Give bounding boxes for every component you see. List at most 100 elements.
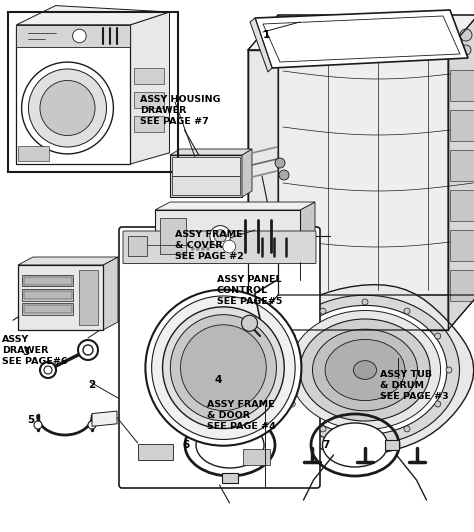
Ellipse shape xyxy=(325,339,405,401)
Circle shape xyxy=(223,240,236,253)
Polygon shape xyxy=(17,6,170,25)
Ellipse shape xyxy=(199,331,227,349)
Bar xyxy=(137,444,173,460)
Polygon shape xyxy=(170,149,252,155)
Ellipse shape xyxy=(199,375,227,393)
Circle shape xyxy=(163,307,284,429)
Bar xyxy=(222,473,238,483)
Bar xyxy=(18,146,49,161)
Circle shape xyxy=(40,362,56,378)
Bar xyxy=(172,176,240,195)
Polygon shape xyxy=(92,411,117,426)
Text: 3: 3 xyxy=(22,347,29,357)
Text: ASSY TUB
& DRUM
SEE PAGE #3: ASSY TUB & DRUM SEE PAGE #3 xyxy=(380,370,448,401)
Bar xyxy=(450,110,474,141)
Ellipse shape xyxy=(199,353,227,371)
Text: 7: 7 xyxy=(322,440,329,450)
Circle shape xyxy=(206,247,210,251)
Polygon shape xyxy=(248,15,278,330)
Bar xyxy=(172,157,240,176)
Bar xyxy=(128,236,147,255)
Circle shape xyxy=(88,421,96,429)
Polygon shape xyxy=(248,295,474,330)
Bar xyxy=(450,230,474,261)
Circle shape xyxy=(279,170,289,180)
Text: 4: 4 xyxy=(215,375,222,385)
Ellipse shape xyxy=(283,305,447,435)
Polygon shape xyxy=(250,18,272,72)
Ellipse shape xyxy=(169,378,187,389)
FancyBboxPatch shape xyxy=(123,231,316,263)
Polygon shape xyxy=(448,15,474,330)
Circle shape xyxy=(404,308,410,314)
Circle shape xyxy=(83,345,93,355)
Text: ASSY
DRAWER
SEE PAGE#6: ASSY DRAWER SEE PAGE#6 xyxy=(2,335,67,366)
Bar xyxy=(385,440,399,450)
Ellipse shape xyxy=(164,375,192,393)
Circle shape xyxy=(241,315,257,331)
Circle shape xyxy=(181,325,266,411)
Ellipse shape xyxy=(204,356,222,368)
Circle shape xyxy=(210,226,231,246)
Circle shape xyxy=(152,296,295,439)
Circle shape xyxy=(404,426,410,432)
Bar xyxy=(134,92,164,108)
FancyBboxPatch shape xyxy=(119,227,320,488)
Circle shape xyxy=(146,290,301,446)
Ellipse shape xyxy=(271,295,459,445)
Text: 2: 2 xyxy=(88,380,95,390)
Ellipse shape xyxy=(290,311,441,429)
Polygon shape xyxy=(300,202,315,262)
Polygon shape xyxy=(256,285,474,455)
Bar xyxy=(450,270,474,301)
Text: 5: 5 xyxy=(27,415,34,425)
Bar xyxy=(24,277,72,285)
Circle shape xyxy=(170,314,276,421)
Text: ASSY FRAME
& COVER
SEE PAGE #2: ASSY FRAME & COVER SEE PAGE #2 xyxy=(175,230,244,261)
Bar xyxy=(134,116,164,132)
Bar xyxy=(22,289,73,301)
Ellipse shape xyxy=(204,378,222,389)
Circle shape xyxy=(446,367,452,373)
Polygon shape xyxy=(130,12,170,164)
Circle shape xyxy=(196,247,199,251)
Circle shape xyxy=(460,29,472,41)
Circle shape xyxy=(214,230,227,242)
Ellipse shape xyxy=(204,335,222,345)
Circle shape xyxy=(362,299,368,305)
Bar xyxy=(450,190,474,221)
Ellipse shape xyxy=(300,319,430,421)
Polygon shape xyxy=(242,149,252,197)
Circle shape xyxy=(435,401,441,407)
Polygon shape xyxy=(278,15,474,295)
Ellipse shape xyxy=(196,422,264,468)
Polygon shape xyxy=(155,254,315,262)
Bar xyxy=(450,150,474,181)
Polygon shape xyxy=(18,265,103,330)
Ellipse shape xyxy=(322,423,388,467)
Bar xyxy=(160,218,186,254)
Bar xyxy=(450,70,474,101)
Ellipse shape xyxy=(169,356,187,368)
Circle shape xyxy=(435,333,441,339)
Bar xyxy=(22,275,73,286)
Text: ASSY PANEL
CONTROL
SEE PAGE#5: ASSY PANEL CONTROL SEE PAGE#5 xyxy=(217,275,283,306)
Bar xyxy=(134,68,164,84)
Polygon shape xyxy=(255,10,468,68)
Circle shape xyxy=(461,45,471,55)
Circle shape xyxy=(78,340,98,360)
Ellipse shape xyxy=(354,361,376,379)
Circle shape xyxy=(22,62,113,154)
Circle shape xyxy=(320,426,326,432)
Ellipse shape xyxy=(169,335,187,345)
Ellipse shape xyxy=(164,331,192,349)
Ellipse shape xyxy=(312,329,418,411)
Circle shape xyxy=(362,435,368,441)
Text: 6: 6 xyxy=(182,440,189,450)
Circle shape xyxy=(191,247,194,251)
Circle shape xyxy=(289,333,295,339)
Circle shape xyxy=(289,401,295,407)
Polygon shape xyxy=(18,257,118,265)
Bar xyxy=(8,12,178,172)
Circle shape xyxy=(28,69,107,147)
